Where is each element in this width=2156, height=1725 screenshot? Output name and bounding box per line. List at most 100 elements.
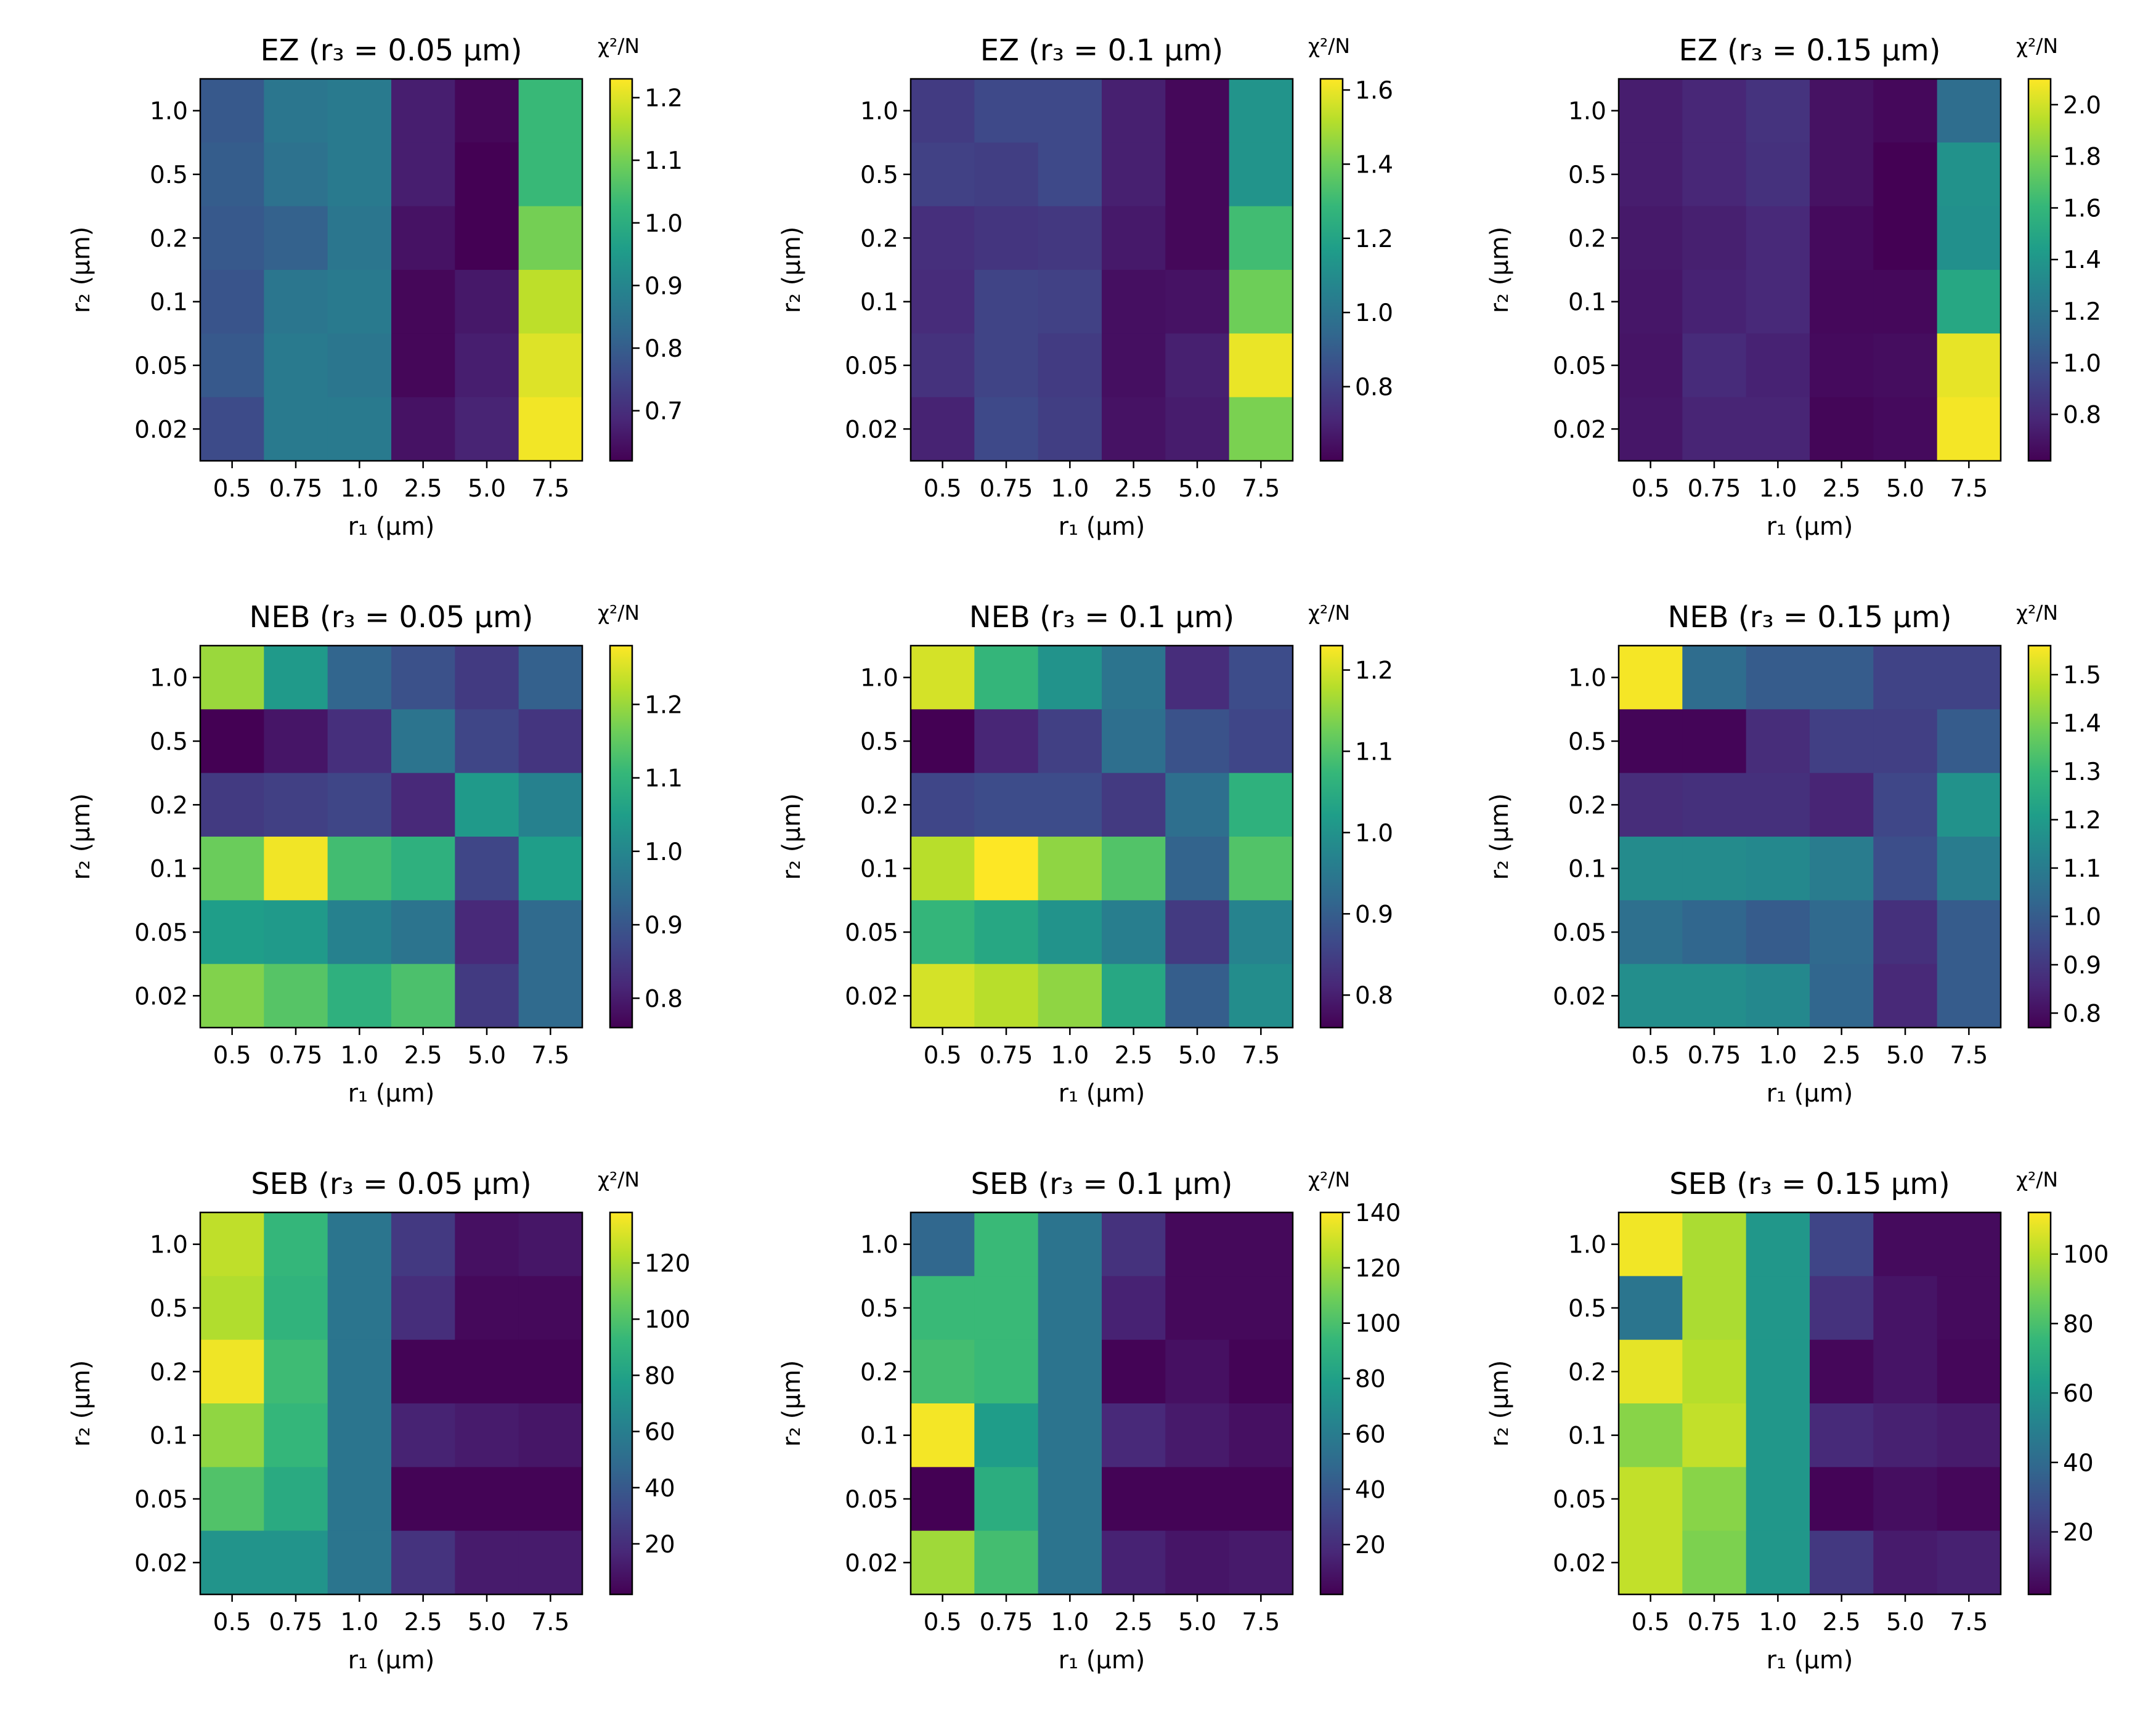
heatmap-cell: [1102, 1276, 1166, 1341]
colorbar-tick-label: 2.0: [2063, 92, 2101, 120]
heatmap-cell: [1102, 397, 1166, 461]
heatmap-panel-4: NEB (r₃ = 0.1 μm) 0.5 0.75 1.0 2.5 5.0 7.5 r₁ (…: [778, 600, 1393, 1108]
colorbar-tick-label: 120: [1355, 1255, 1401, 1283]
heatmap-cell: [911, 773, 975, 837]
heatmap-cell: [1810, 646, 1874, 710]
plot-frame: [199, 644, 584, 1029]
heatmap-cell: [974, 1530, 1039, 1595]
y-tick-label: 1.0: [150, 665, 188, 692]
x-tick-label: 1.0: [1759, 1042, 1797, 1070]
chart-title: SEB (r₃ = 0.15 μm): [1669, 1167, 1950, 1201]
heatmap-cells: [200, 79, 583, 461]
heatmap-cell: [1937, 206, 2001, 270]
y-tick-label: 0.5: [150, 1295, 188, 1323]
colorbar: [1320, 79, 1343, 461]
heatmap-panel-8: SEB (r₃ = 0.15 μm) 0.5 0.75 1.0 2.5 5.0 7.5 r₁ …: [1486, 1167, 2109, 1674]
heatmap-cell: [1229, 837, 1293, 901]
heatmap-cell: [1038, 1467, 1102, 1532]
heatmap-cell: [1682, 1276, 1747, 1341]
heatmap-cells: [911, 1212, 1293, 1595]
heatmap-cell: [200, 709, 264, 774]
y-tick-label: 0.05: [845, 352, 898, 380]
y-axis-label: r₂ (μm): [778, 227, 806, 314]
heatmap-cell: [264, 709, 328, 774]
x-tick-label: 0.75: [269, 1042, 323, 1070]
heatmap-cell: [1038, 964, 1102, 1028]
y-tick-label: 1.0: [860, 665, 898, 692]
colorbar-tick-label: 1.3: [2063, 758, 2101, 786]
x-tick-label: 5.0: [468, 1042, 506, 1070]
heatmap-cell: [974, 1212, 1039, 1276]
x-tick-label: 5.0: [1178, 1609, 1216, 1636]
x-tick-label: 5.0: [468, 1609, 506, 1636]
heatmap-cell: [1102, 1403, 1166, 1467]
heatmap-cell: [1873, 773, 1938, 837]
colorbar-tick-label: 1.2: [1355, 225, 1393, 253]
x-tick-label: 2.5: [1823, 1609, 1861, 1636]
colorbar: [610, 79, 632, 461]
colorbar-tick-label: 1.8: [2063, 144, 2101, 171]
x-tick-label: 0.75: [1688, 1609, 1741, 1636]
y-tick-label: 1.0: [1568, 98, 1606, 126]
y-tick-label: 0.5: [860, 728, 898, 756]
heatmap-cell: [1937, 646, 2001, 710]
colorbar-tick-label: 20: [1355, 1532, 1386, 1559]
y-tick-label: 0.5: [1568, 728, 1606, 756]
heatmap-cell: [911, 1212, 975, 1276]
heatmap-cell: [1746, 270, 1810, 334]
x-axis-label: r₁ (μm): [1059, 513, 1145, 541]
y-tick-label: 0.02: [134, 416, 188, 444]
heatmap-cell: [1619, 142, 1683, 207]
heatmap-cell: [455, 837, 519, 901]
heatmap-cell: [1102, 709, 1166, 774]
heatmap-cell: [1229, 1403, 1293, 1467]
heatmap-cell: [200, 773, 264, 837]
heatmap-cell: [1619, 333, 1683, 398]
heatmap-cell: [1619, 964, 1683, 1028]
x-tick-label: 2.5: [1823, 475, 1861, 503]
heatmap-cell: [264, 1467, 328, 1532]
heatmap-cell: [1229, 397, 1293, 461]
heatmap-cell: [1229, 964, 1293, 1028]
heatmap-cell: [1682, 1530, 1747, 1595]
heatmap-cell: [1682, 1339, 1747, 1404]
heatmap-cell: [1810, 900, 1874, 965]
chart-title: EZ (r₃ = 0.05 μm): [260, 33, 522, 68]
heatmap-cell: [1038, 1339, 1102, 1404]
colorbar-tick-label: 1.0: [2063, 350, 2101, 378]
x-axis-label: r₁ (μm): [348, 513, 435, 541]
heatmap-cell: [518, 142, 583, 207]
heatmap-cell: [974, 1276, 1039, 1341]
heatmap-panel-7: SEB (r₃ = 0.1 μm) 0.5 0.75 1.0 2.5 5.0 7.5 r₁ (…: [778, 1167, 1401, 1674]
heatmap-cell: [1682, 79, 1747, 143]
heatmap-cell: [1873, 1403, 1938, 1467]
chart-title: EZ (r₃ = 0.1 μm): [980, 33, 1224, 68]
heatmap-cell: [911, 837, 975, 901]
heatmap-cell: [391, 837, 455, 901]
heatmap-cell: [455, 333, 519, 398]
heatmap-cell: [1682, 206, 1747, 270]
y-tick-label: 0.05: [845, 1486, 898, 1514]
heatmap-cell: [327, 1467, 392, 1532]
heatmap-cell: [1038, 837, 1102, 901]
heatmap-cell: [1873, 1530, 1938, 1595]
heatmap-cell: [911, 1276, 975, 1341]
heatmap-cell: [455, 1212, 519, 1276]
x-tick-label: 7.5: [531, 475, 569, 503]
x-tick-label: 0.5: [924, 1609, 962, 1636]
y-tick-label: 0.05: [845, 919, 898, 947]
heatmap-cell: [1619, 1212, 1683, 1276]
heatmap-cell: [455, 1530, 519, 1595]
x-tick-label: 2.5: [1115, 475, 1153, 503]
x-tick-label: 0.5: [1632, 1609, 1670, 1636]
colorbar-tick-label: 20: [2063, 1519, 2094, 1547]
heatmap-cell: [974, 142, 1039, 207]
heatmap-panel-2: EZ (r₃ = 0.15 μm) 0.5 0.75 1.0 2.5 5.0 7.5 r₁ (…: [1486, 33, 2101, 541]
heatmap-cell: [1937, 333, 2001, 398]
y-tick-label: 0.02: [1553, 416, 1606, 444]
x-tick-label: 0.75: [980, 475, 1033, 503]
heatmap-cell: [1165, 773, 1230, 837]
x-tick-label: 7.5: [1242, 1042, 1280, 1070]
colorbar-tick-label: 1.5: [2063, 662, 2101, 689]
heatmap-cell: [1873, 900, 1938, 965]
